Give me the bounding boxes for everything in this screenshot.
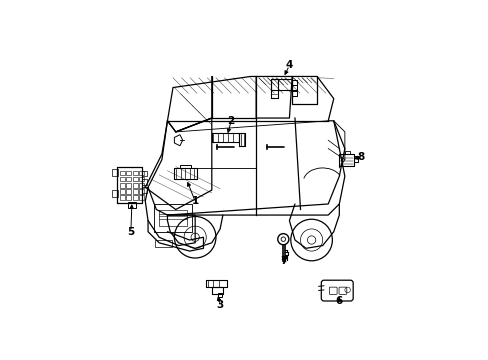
Text: 4: 4 [285, 60, 292, 70]
Text: 1: 1 [191, 196, 199, 206]
Text: 3: 3 [216, 300, 224, 310]
Text: 5: 5 [127, 227, 134, 237]
Text: 6: 6 [335, 296, 342, 306]
Text: 7: 7 [280, 256, 287, 266]
Text: 2: 2 [227, 116, 234, 126]
Text: 8: 8 [357, 152, 365, 162]
